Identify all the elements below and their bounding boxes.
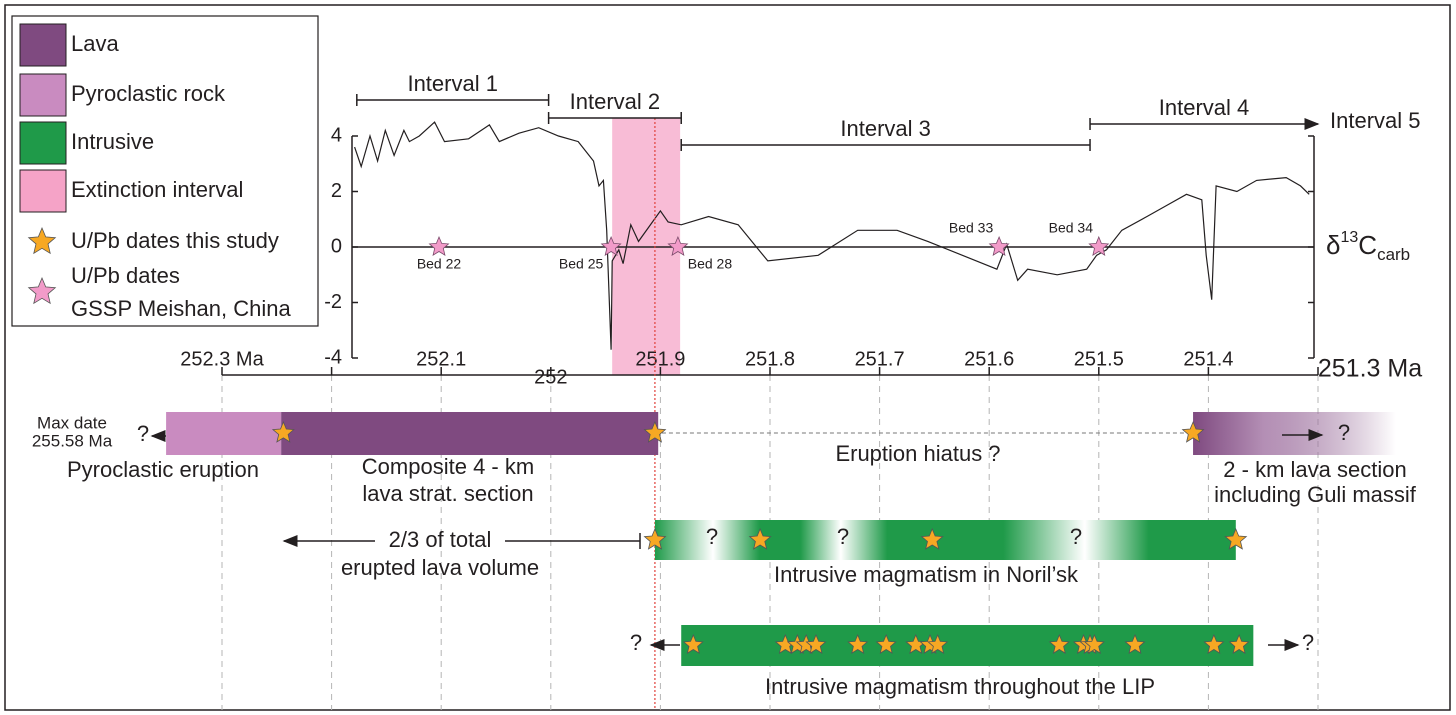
legend-label: Pyroclastic rock: [71, 81, 226, 106]
bed-star: [1088, 235, 1110, 256]
y-label-part: C: [1358, 230, 1377, 260]
max-date: 255.58 Ma: [32, 431, 113, 450]
legend-label: Lava: [71, 31, 119, 56]
date-star: [271, 420, 295, 443]
interval-label: Interval 2: [570, 89, 661, 114]
question: ?: [137, 421, 149, 446]
question: ?: [1302, 630, 1314, 655]
x-tick-label: 251.8: [745, 348, 795, 370]
x-tick-label: 251.9: [635, 348, 685, 370]
date-star: [682, 633, 704, 654]
annotation: Intrusive magmatism in Noril’sk: [774, 562, 1079, 587]
norilsk-bar: [654, 520, 1236, 560]
date-star: [847, 633, 869, 654]
x-tick-label: 252.1: [416, 348, 466, 370]
date-star: [1181, 420, 1205, 443]
bed-label: Bed 33: [949, 220, 994, 236]
date-star: [1228, 633, 1250, 654]
legend-swatch: [19, 169, 67, 213]
legend-swatch: [19, 23, 67, 67]
frame: [4, 4, 1451, 711]
date-star: [748, 527, 772, 550]
y-tick-label: 0: [331, 235, 342, 257]
x-tick-label: 251.7: [855, 348, 905, 370]
bed-label: Bed 28: [688, 256, 733, 272]
date-star: [1224, 527, 1248, 550]
legend-label: Intrusive: [71, 129, 154, 154]
bed-label: Bed 25: [559, 256, 604, 272]
late-lava-bar: [1193, 412, 1396, 455]
bed-star: [988, 235, 1010, 256]
x-tick-label: 251.6: [964, 348, 1014, 370]
legend-star: [27, 276, 57, 305]
date-star: [927, 633, 949, 654]
date-star: [920, 527, 944, 550]
x-tick-label: 251.5: [1074, 348, 1124, 370]
date-star: [875, 633, 897, 654]
date-star: [643, 420, 667, 443]
bed-star: [428, 235, 450, 256]
interval-label: Interval 3: [840, 116, 931, 141]
legend-label: U/Pb dates: [71, 263, 180, 288]
annotation: Pyroclastic eruption: [67, 457, 259, 482]
lava-bar: [281, 412, 659, 455]
y-label-part: carb: [1377, 245, 1410, 264]
legend-swatch: [19, 73, 67, 117]
x-tick-label: 251.4: [1183, 348, 1233, 370]
interval-label: Interval 1: [407, 71, 498, 96]
legend-label: GSSP Meishan, China: [71, 296, 291, 321]
x-tick-label: 252: [534, 366, 567, 388]
y-axis-label: δ13Ccarb: [1326, 229, 1410, 264]
interval-label: Interval 4: [1159, 95, 1250, 120]
d13c-curve: [354, 121, 1310, 350]
date-star: [805, 633, 827, 654]
annotation: 2 - km lava section: [1223, 457, 1406, 482]
date-star: [1124, 633, 1146, 654]
y-label-part: 13: [1340, 229, 1358, 246]
annotation: lava strat. section: [362, 481, 533, 506]
question: ?: [706, 524, 718, 549]
bed-label: Bed 34: [1049, 220, 1094, 236]
bed-star: [667, 235, 689, 256]
date-star: [1203, 633, 1225, 654]
lip-bar: [681, 625, 1254, 666]
annotation: Eruption hiatus ?: [835, 441, 1000, 466]
annotation: 2/3 of total: [389, 527, 492, 552]
legend-label: U/Pb dates this study: [71, 228, 279, 253]
annotation: Composite 4 - km: [362, 454, 534, 479]
date-star: [643, 527, 667, 550]
y-tick-label: 2: [331, 180, 342, 202]
question: ?: [630, 630, 642, 655]
y-tick-label: 4: [331, 124, 342, 146]
y-label-part: δ: [1326, 230, 1340, 260]
max-date: Max date: [37, 413, 107, 432]
legend-star: [27, 226, 57, 255]
pyroclastic-bar: [166, 412, 282, 455]
x-tick-label: 251.3 Ma: [1318, 355, 1422, 383]
x-tick-label: 252.3 Ma: [180, 348, 264, 370]
legend-swatch: [19, 121, 67, 165]
question: ?: [1070, 524, 1082, 549]
bed-star: [600, 235, 622, 256]
y-tick-label: -4: [324, 346, 342, 368]
date-star: [1083, 633, 1105, 654]
question: ?: [1338, 420, 1350, 445]
annotation: Intrusive magmatism throughout the LIP: [765, 674, 1155, 699]
bed-label: Bed 22: [417, 256, 462, 272]
question: ?: [837, 524, 849, 549]
date-star: [1048, 633, 1070, 654]
annotation: erupted lava volume: [341, 555, 539, 580]
interval-label: Interval 5: [1330, 108, 1421, 133]
annotation: including Guli massif: [1214, 482, 1417, 507]
y-tick-label: -2: [324, 291, 342, 313]
legend-label: Extinction interval: [71, 177, 243, 202]
